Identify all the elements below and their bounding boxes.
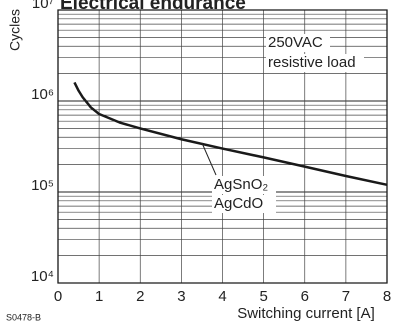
figure-code: S0478-B [6, 312, 41, 322]
annotation: AgSnO₂ [214, 176, 268, 193]
annotation: 250VAC [268, 34, 323, 51]
x-tick-label: 1 [95, 288, 103, 305]
y-tick-label: 10⁴ [31, 268, 54, 285]
x-tick-label: 0 [54, 288, 62, 305]
chart-title: Electrical endurance [60, 0, 246, 14]
x-tick-label: 2 [136, 288, 144, 305]
x-tick-label: 6 [301, 288, 309, 305]
annotation: resistive load [268, 54, 356, 71]
x-axis-label: Switching current [A] [237, 305, 375, 322]
annotation-background [212, 176, 276, 194]
y-axis-label: Cycles [7, 9, 23, 51]
x-tick-label: 5 [259, 288, 267, 305]
x-tick-label: 7 [342, 288, 350, 305]
annotation-background [212, 195, 276, 213]
plot-frame [57, 9, 388, 284]
x-tick-label: 8 [383, 288, 391, 305]
curve [73, 81, 388, 187]
y-tick-label: 10⁵ [31, 177, 54, 194]
annotation-background [266, 54, 364, 72]
leader-line [201, 142, 217, 176]
y-tick-label: 10⁷ [32, 0, 54, 12]
x-tick-label: 4 [218, 288, 226, 305]
y-tick-label: 10⁶ [31, 86, 54, 103]
annotation-background [266, 34, 330, 52]
x-tick-label: 3 [177, 288, 185, 305]
annotation: AgCdO [214, 195, 263, 212]
